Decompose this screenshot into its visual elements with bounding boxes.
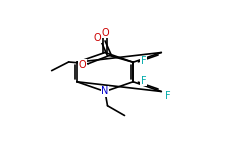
Text: F: F	[141, 76, 146, 85]
Text: F: F	[141, 56, 146, 66]
Text: F: F	[166, 91, 171, 101]
Text: O: O	[94, 33, 102, 43]
Text: O: O	[79, 60, 86, 69]
Text: O: O	[101, 28, 109, 38]
Text: N: N	[101, 87, 109, 96]
